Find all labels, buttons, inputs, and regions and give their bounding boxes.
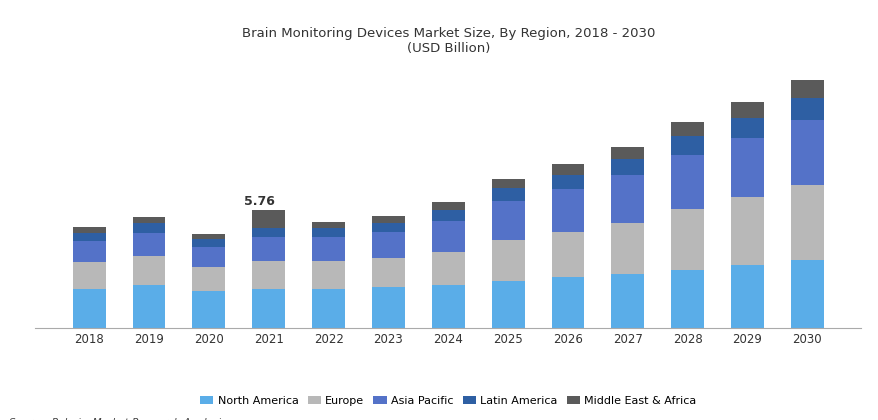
Title: Brain Monitoring Devices Market Size, By Region, 2018 - 2030
(USD Billion): Brain Monitoring Devices Market Size, By… bbox=[241, 27, 654, 55]
Bar bbox=[312, 222, 345, 228]
Bar bbox=[73, 241, 105, 262]
Bar bbox=[133, 285, 165, 328]
Bar bbox=[133, 223, 165, 233]
Bar bbox=[371, 216, 405, 223]
Bar bbox=[431, 202, 464, 210]
Bar bbox=[790, 80, 823, 97]
Bar bbox=[73, 227, 105, 233]
Bar bbox=[730, 197, 763, 265]
Bar bbox=[252, 289, 284, 328]
Bar bbox=[371, 258, 405, 287]
Bar bbox=[371, 223, 405, 232]
Bar bbox=[371, 287, 405, 328]
Bar bbox=[312, 289, 345, 328]
Bar bbox=[133, 233, 165, 256]
Bar bbox=[431, 210, 464, 221]
Text: Source: Polaris  Market Research Analysis: Source: Polaris Market Research Analysis bbox=[9, 418, 226, 420]
Bar bbox=[133, 256, 165, 285]
Text: 5.76: 5.76 bbox=[243, 195, 274, 208]
Bar bbox=[551, 189, 584, 232]
Bar bbox=[611, 175, 644, 223]
Bar bbox=[491, 179, 524, 188]
Bar bbox=[252, 261, 284, 289]
Bar bbox=[671, 270, 703, 328]
Bar bbox=[790, 97, 823, 120]
Bar bbox=[730, 118, 763, 138]
Bar bbox=[790, 120, 823, 185]
Bar bbox=[491, 188, 524, 202]
Bar bbox=[730, 102, 763, 118]
Bar bbox=[611, 274, 644, 328]
Bar bbox=[192, 239, 225, 247]
Bar bbox=[312, 228, 345, 236]
Bar bbox=[551, 164, 584, 175]
Bar bbox=[730, 138, 763, 197]
Bar bbox=[192, 234, 225, 239]
Bar bbox=[491, 202, 524, 240]
Bar bbox=[551, 277, 584, 328]
Bar bbox=[312, 236, 345, 261]
Bar bbox=[671, 123, 703, 136]
Bar bbox=[312, 261, 345, 289]
Bar bbox=[431, 252, 464, 285]
Bar bbox=[671, 208, 703, 270]
Bar bbox=[252, 210, 284, 228]
Bar bbox=[730, 265, 763, 328]
Bar bbox=[790, 260, 823, 328]
Bar bbox=[252, 237, 284, 261]
Bar bbox=[491, 240, 524, 281]
Bar bbox=[192, 267, 225, 291]
Bar bbox=[491, 281, 524, 328]
Bar bbox=[611, 223, 644, 274]
Bar bbox=[671, 136, 703, 155]
Bar bbox=[671, 155, 703, 208]
Bar bbox=[611, 147, 644, 159]
Bar bbox=[192, 247, 225, 267]
Bar bbox=[73, 233, 105, 241]
Bar bbox=[371, 232, 405, 258]
Legend: North America, Europe, Asia Pacific, Latin America, Middle East & Africa: North America, Europe, Asia Pacific, Lat… bbox=[195, 391, 701, 410]
Bar bbox=[790, 185, 823, 260]
Bar bbox=[73, 289, 105, 328]
Bar bbox=[73, 262, 105, 289]
Bar bbox=[252, 228, 284, 237]
Bar bbox=[611, 159, 644, 175]
Bar bbox=[133, 217, 165, 223]
Bar bbox=[551, 232, 584, 277]
Bar bbox=[551, 175, 584, 189]
Bar bbox=[431, 285, 464, 328]
Bar bbox=[431, 221, 464, 252]
Bar bbox=[192, 291, 225, 328]
